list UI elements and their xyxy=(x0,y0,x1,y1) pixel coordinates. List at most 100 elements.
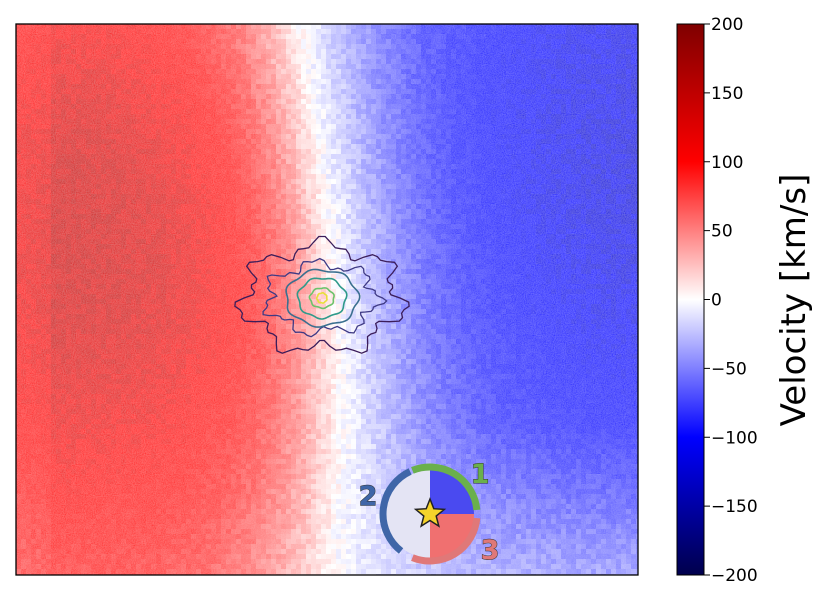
heatmap-cell xyxy=(51,44,57,50)
heatmap-cell xyxy=(491,119,497,125)
heatmap-cell xyxy=(41,179,47,185)
heatmap-cell xyxy=(431,39,437,45)
heatmap-cell xyxy=(31,49,37,55)
heatmap-cell xyxy=(36,64,42,70)
heatmap-cell xyxy=(86,199,92,205)
heatmap-cell xyxy=(571,189,577,195)
heatmap-cell xyxy=(336,139,342,145)
heatmap-cell xyxy=(286,179,292,185)
heatmap-cell xyxy=(256,114,262,120)
heatmap-cell xyxy=(196,219,202,225)
heatmap-cell xyxy=(351,124,357,130)
heatmap-cell xyxy=(361,119,367,125)
heatmap-cell xyxy=(36,59,42,65)
heatmap-cell xyxy=(296,94,302,100)
heatmap-cell xyxy=(226,99,232,105)
heatmap-cell xyxy=(326,124,332,130)
heatmap-cell xyxy=(111,44,117,50)
heatmap-cell xyxy=(516,134,522,140)
heatmap-cell xyxy=(511,124,517,130)
heatmap-cell xyxy=(411,154,417,160)
heatmap-cell xyxy=(431,134,437,140)
heatmap-cell xyxy=(161,24,167,30)
heatmap-cell xyxy=(286,129,292,135)
heatmap-cell xyxy=(476,204,482,210)
heatmap-cell xyxy=(636,159,638,165)
heatmap-cell xyxy=(541,199,547,205)
heatmap-cell xyxy=(231,134,237,140)
heatmap-cell xyxy=(476,84,482,90)
heatmap-cell xyxy=(356,144,362,150)
heatmap-cell xyxy=(511,34,517,40)
heatmap-cell xyxy=(536,174,542,180)
heatmap-cell xyxy=(431,54,437,60)
heatmap-cell xyxy=(346,174,352,180)
heatmap-cell xyxy=(126,179,132,185)
heatmap-cell xyxy=(496,49,502,55)
heatmap-cell xyxy=(556,69,562,75)
heatmap-cell xyxy=(456,219,462,225)
heatmap-cell xyxy=(566,79,572,85)
heatmap-cell xyxy=(406,204,412,210)
heatmap-cell xyxy=(551,79,557,85)
heatmap-cell xyxy=(51,194,57,200)
heatmap-cell xyxy=(486,109,492,115)
heatmap-cell xyxy=(616,34,622,40)
heatmap-cell xyxy=(361,144,367,150)
heatmap-cell xyxy=(161,219,167,225)
heatmap-cell xyxy=(251,114,257,120)
heatmap-cell xyxy=(446,189,452,195)
heatmap-cell xyxy=(581,189,587,195)
heatmap-cell xyxy=(146,69,152,75)
heatmap-cell xyxy=(191,149,197,155)
heatmap-cell xyxy=(271,64,277,70)
heatmap-cell xyxy=(411,159,417,165)
heatmap-cell xyxy=(266,179,272,185)
heatmap-cell xyxy=(441,34,447,40)
heatmap-cell xyxy=(576,189,582,195)
heatmap-cell xyxy=(251,124,257,130)
heatmap-cell xyxy=(221,164,227,170)
heatmap-cell xyxy=(116,89,122,95)
heatmap-cell xyxy=(111,219,117,225)
heatmap-cell xyxy=(251,119,257,125)
heatmap-cell xyxy=(251,204,257,210)
heatmap-cell xyxy=(381,164,387,170)
velocity-heatmap xyxy=(16,24,638,575)
heatmap-cell xyxy=(241,44,247,50)
heatmap-cell xyxy=(286,194,292,200)
heatmap-cell xyxy=(166,139,172,145)
heatmap-cell xyxy=(301,94,307,100)
heatmap-cell xyxy=(316,174,322,180)
heatmap-cell xyxy=(231,214,237,220)
heatmap-cell xyxy=(21,149,27,155)
heatmap-cell xyxy=(116,114,122,120)
heatmap-cell xyxy=(536,89,542,95)
heatmap-cell xyxy=(86,49,92,55)
heatmap-cell xyxy=(191,154,197,160)
heatmap-cell xyxy=(201,194,207,200)
heatmap-cell xyxy=(506,164,512,170)
heatmap-cell xyxy=(536,84,542,90)
heatmap-cell xyxy=(116,24,122,30)
heatmap-cell xyxy=(446,99,452,105)
heatmap-cell xyxy=(341,119,347,125)
heatmap-cell xyxy=(246,29,252,35)
heatmap-cell xyxy=(301,214,307,220)
heatmap-cell xyxy=(146,144,152,150)
heatmap-cell xyxy=(546,79,552,85)
heatmap-cell xyxy=(421,194,427,200)
heatmap-cell xyxy=(461,99,467,105)
heatmap-cell xyxy=(116,124,122,130)
heatmap-cell xyxy=(141,174,147,180)
heatmap-cell xyxy=(146,174,152,180)
heatmap-cell xyxy=(511,169,517,175)
heatmap-cell xyxy=(106,109,112,115)
heatmap-cell xyxy=(546,64,552,70)
heatmap-cell xyxy=(276,59,282,65)
heatmap-cell xyxy=(261,124,267,130)
heatmap-cell xyxy=(176,169,182,175)
heatmap-cell xyxy=(126,44,132,50)
heatmap-cell xyxy=(381,199,387,205)
heatmap-cell xyxy=(336,59,342,65)
